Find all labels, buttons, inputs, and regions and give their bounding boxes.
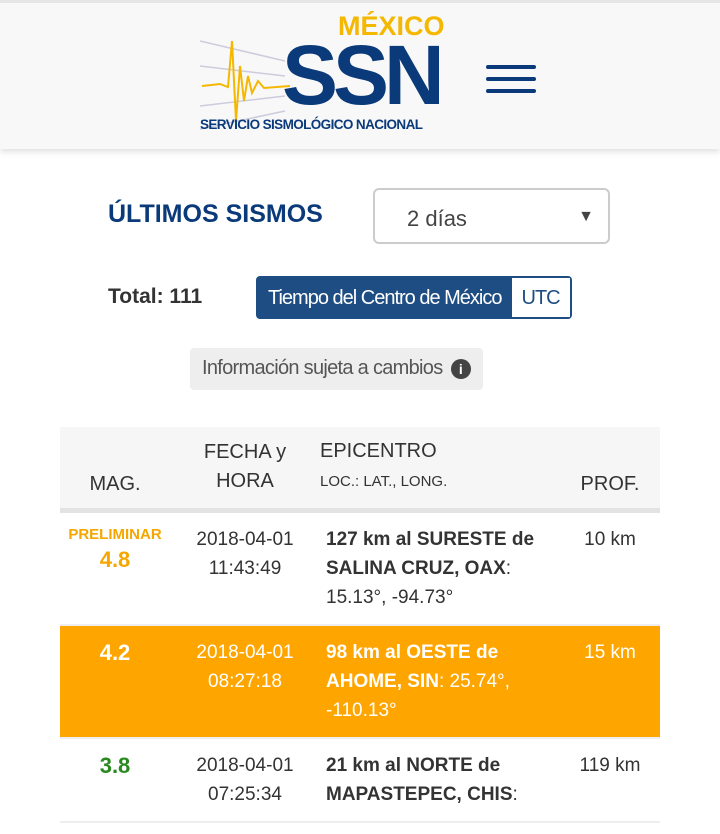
- header-epicentro: EPICENTRO LOC.: LAT., LONG.: [320, 427, 560, 513]
- table-header: MAG. FECHA y HORA EPICENTRO LOC.: LAT., LO…: [60, 427, 660, 513]
- magnitude: 4.8: [99, 547, 131, 572]
- table-row[interactable]: PRELIMINAR 4.8 2018-04-01 11:43:49 127 km …: [60, 510, 660, 626]
- info-icon[interactable]: i: [450, 359, 471, 379]
- datetime-cell: 2018-04-01 08:27:18: [170, 625, 320, 739]
- magnitude: 3.8: [99, 753, 131, 778]
- datetime-cell: 2018-04-01 11:43:49: [170, 510, 320, 626]
- depth-cell: 15 km: [560, 625, 660, 739]
- chevron-down-icon: ▼: [578, 208, 594, 225]
- timezone-toggle: Tiempo del Centro de México UTC: [256, 276, 572, 319]
- magnitude-cell: 3.8: [60, 738, 170, 823]
- header-fecha: FECHA y HORA: [170, 427, 320, 513]
- depth-cell: 10 km: [560, 510, 660, 626]
- notice: Información sujeta a cambios i: [190, 348, 483, 390]
- magnitude: 4.2: [99, 640, 131, 665]
- magnitude-cell: 4.2: [60, 625, 170, 739]
- total-count: Total: 111: [108, 285, 203, 308]
- timezone-local-button[interactable]: Tiempo del Centro de México: [258, 278, 512, 317]
- epicenter-cell: 21 km al NORTE de MAPASTEPEC, CHIS:: [320, 738, 560, 823]
- depth-cell: 119 km: [560, 738, 660, 823]
- table-row[interactable]: 3.8 2018-04-01 07:25:34 21 km al NORTE de…: [60, 738, 660, 823]
- seismograph-icon: [200, 40, 290, 130]
- epicenter-cell: 127 km al SURESTE de SALINA CRUZ, OAX: 1…: [320, 510, 560, 626]
- page-title: ÚLTIMOS SISMOS: [108, 200, 323, 228]
- earthquake-table: MAG. FECHA y HORA EPICENTRO LOC.: LAT., LO…: [60, 427, 660, 823]
- timezone-utc-button[interactable]: UTC: [511, 278, 570, 317]
- datetime-cell: 2018-04-01 07:25:34: [170, 738, 320, 823]
- magnitude-cell: PRELIMINAR 4.8: [60, 510, 170, 626]
- range-select[interactable]: 2 días ▼: [373, 188, 610, 244]
- table-row[interactable]: 4.2 2018-04-01 08:27:18 98 km al OESTE de…: [60, 625, 660, 739]
- epicenter-cell: 98 km al OESTE de AHOME, SIN: 25.74°, -1…: [320, 625, 560, 739]
- hamburger-icon[interactable]: [486, 65, 536, 101]
- header-prof: PROF.: [560, 427, 660, 513]
- header: MÉXICO SSN SERVICIO SISMOLÓGICO NACIONAL: [0, 0, 720, 149]
- ssn-logo[interactable]: MÉXICO SSN SERVICIO SISMOLÓGICO NACIONAL: [200, 11, 445, 132]
- preliminar-badge: PRELIMINAR: [68, 526, 162, 543]
- header-mag: MAG.: [60, 427, 170, 513]
